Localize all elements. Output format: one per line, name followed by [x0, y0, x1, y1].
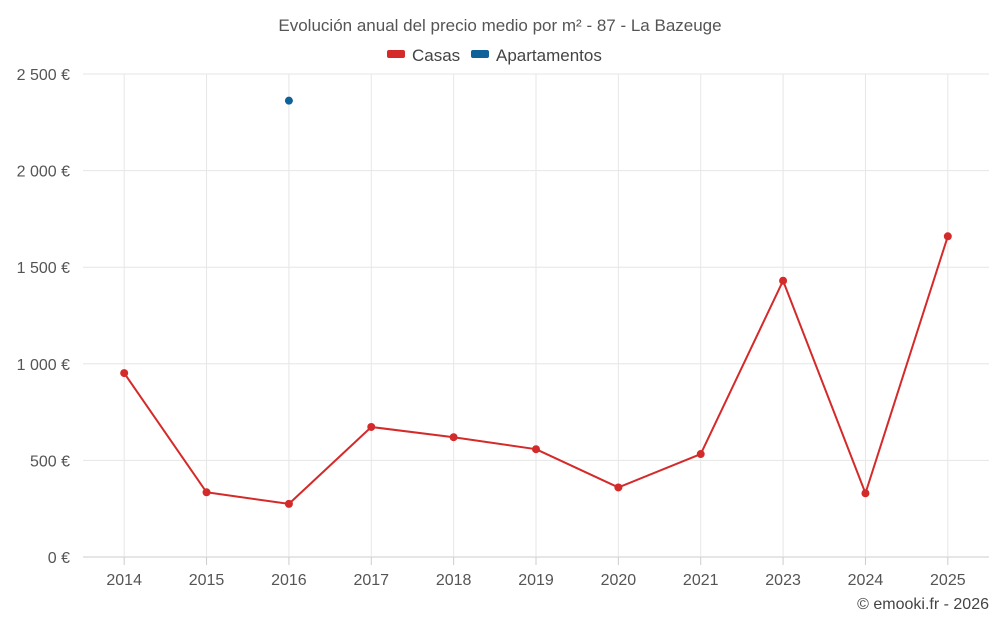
data-point-casas[interactable] — [614, 483, 623, 492]
legend-label-apartamentos: Apartamentos — [496, 46, 602, 65]
legend-label-casas: Casas — [412, 46, 460, 65]
x-tick-label: 2021 — [683, 572, 719, 589]
data-point-casas[interactable] — [779, 276, 788, 285]
x-tick-label: 2025 — [930, 572, 966, 589]
y-tick-label: 1 500 € — [17, 260, 70, 277]
x-tick-label: 2023 — [765, 572, 801, 589]
chart-title: Evolución anual del precio medio por m² … — [278, 16, 721, 35]
legend-item-apartamentos[interactable]: Apartamentos — [471, 46, 602, 65]
data-point-casas[interactable] — [284, 499, 293, 508]
data-point-casas[interactable] — [449, 433, 458, 442]
data-point-casas[interactable] — [202, 488, 211, 497]
y-axis: 0 € 500 € 1 000 € 1 500 € 2 000 € 2 500 € — [17, 67, 70, 567]
y-tick-label: 2 500 € — [17, 67, 70, 84]
legend-item-casas[interactable]: Casas — [387, 46, 460, 65]
x-tick-label: 2019 — [518, 572, 554, 589]
y-tick-label: 0 € — [48, 550, 70, 567]
y-tick-label: 500 € — [30, 453, 70, 470]
data-point-casas[interactable] — [696, 450, 705, 459]
data-point-casas[interactable] — [120, 369, 129, 378]
x-axis: 2014 2015 2016 2017 2018 2019 2020 2021 2023 2024… — [106, 557, 966, 589]
legend: Casas Apartamentos — [387, 46, 602, 65]
data-point-casas[interactable] — [367, 422, 376, 431]
data-point-apartamentos[interactable] — [284, 96, 293, 105]
x-tick-label: 2017 — [353, 572, 389, 589]
x-tick-label: 2018 — [436, 572, 472, 589]
y-tick-label: 2 000 € — [17, 164, 70, 181]
data-point-casas[interactable] — [943, 232, 952, 241]
y-tick-label: 1 000 € — [17, 357, 70, 374]
credit-text: © emooki.fr - 2026 — [857, 596, 989, 613]
x-tick-label: 2020 — [601, 572, 637, 589]
legend-swatch-casas — [387, 50, 405, 58]
x-tick-label: 2014 — [106, 572, 142, 589]
x-tick-label: 2015 — [189, 572, 225, 589]
data-point-casas[interactable] — [532, 445, 540, 454]
x-tick-label: 2016 — [271, 572, 307, 589]
legend-swatch-apartamentos — [471, 50, 489, 58]
data-point-casas[interactable] — [861, 489, 870, 498]
grid — [83, 73, 989, 558]
x-tick-label: 2024 — [848, 572, 884, 589]
series-layer — [120, 96, 952, 508]
